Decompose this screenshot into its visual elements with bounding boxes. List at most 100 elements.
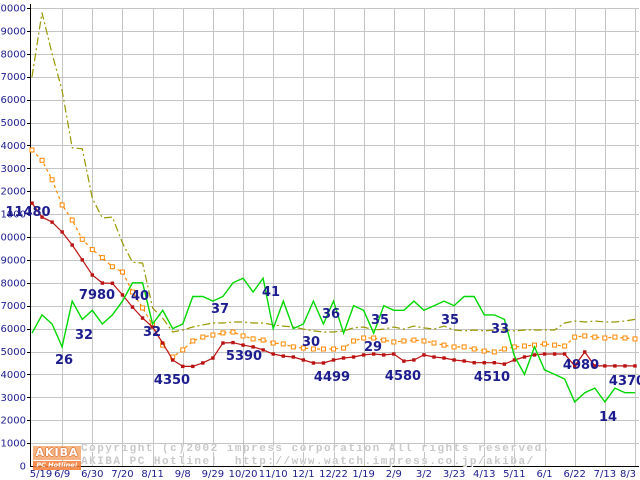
marker bbox=[381, 337, 387, 343]
marker bbox=[572, 334, 578, 340]
marker bbox=[351, 355, 356, 359]
chart-axes bbox=[27, 4, 639, 467]
x-axis-label: 1/19 bbox=[352, 469, 374, 480]
data-label-shop_count: 32 bbox=[143, 325, 161, 340]
marker bbox=[39, 157, 45, 163]
data-label-lowest_price: 5390 bbox=[226, 349, 262, 364]
x-axis-label: 4/13 bbox=[473, 469, 495, 480]
marker bbox=[501, 346, 507, 352]
marker bbox=[491, 349, 497, 355]
marker bbox=[492, 361, 496, 365]
marker bbox=[442, 356, 446, 360]
data-label-shop_count: 33 bbox=[491, 322, 509, 337]
marker bbox=[310, 346, 316, 352]
marker bbox=[60, 230, 64, 234]
marker bbox=[320, 346, 326, 352]
marker bbox=[603, 364, 607, 368]
marker bbox=[472, 361, 476, 365]
x-axis-label: 10/20 bbox=[229, 469, 258, 480]
marker bbox=[251, 345, 255, 349]
marker bbox=[99, 255, 105, 261]
y-axis-labels: 0 1000 2000 3000 4000 5000 6000 7000 8000 9000 100… bbox=[0, 4, 26, 473]
marker bbox=[280, 341, 286, 347]
marker bbox=[171, 358, 175, 362]
marker bbox=[462, 359, 466, 363]
marker bbox=[271, 352, 275, 356]
marker bbox=[281, 354, 285, 358]
marker bbox=[230, 329, 236, 335]
marker bbox=[150, 325, 155, 329]
marker bbox=[180, 347, 186, 353]
marker bbox=[181, 364, 185, 369]
x-axis-label: 9/8 bbox=[175, 469, 191, 480]
marker bbox=[201, 361, 205, 365]
marker bbox=[361, 353, 366, 357]
marker bbox=[552, 342, 558, 348]
marker bbox=[622, 335, 628, 341]
y-axis-label: 20000 bbox=[0, 4, 26, 15]
y-axis-label: 2000 bbox=[1, 416, 26, 427]
marker bbox=[321, 361, 326, 365]
marker bbox=[69, 217, 75, 223]
marker bbox=[109, 264, 115, 270]
data-label-shop_count: 36 bbox=[322, 307, 340, 322]
data-label-lowest_price: 7980 bbox=[79, 288, 115, 303]
marker bbox=[521, 343, 527, 349]
x-axis-label: 6/30 bbox=[81, 469, 103, 480]
marker bbox=[632, 336, 638, 342]
y-axis-label: 17000 bbox=[0, 72, 26, 83]
marker bbox=[421, 338, 427, 344]
x-axis-label: 8/11 bbox=[141, 469, 163, 480]
marker bbox=[90, 273, 94, 277]
data-annotations: 1148079804350539044994580451049804370263… bbox=[5, 205, 640, 425]
marker bbox=[200, 334, 206, 340]
marker bbox=[29, 147, 35, 153]
data-label-shop_count: 35 bbox=[441, 313, 459, 328]
marker bbox=[471, 346, 477, 352]
copyright-line2: AKIBA PC Hotline! http://www.watch.impre… bbox=[81, 456, 535, 468]
x-axis-label: 11/10 bbox=[259, 469, 288, 480]
marker bbox=[220, 330, 226, 336]
marker bbox=[80, 258, 84, 262]
marker bbox=[371, 335, 377, 341]
y-axis-label: 0 bbox=[20, 462, 26, 473]
data-label-shop_count: 29 bbox=[364, 340, 382, 355]
marker bbox=[130, 289, 135, 295]
x-axis-label: 12/1 bbox=[292, 469, 314, 480]
marker bbox=[50, 220, 54, 224]
marker bbox=[59, 202, 65, 208]
marker bbox=[432, 355, 436, 359]
y-axis-label: 6000 bbox=[1, 324, 26, 335]
x-axis-label: 3/2 bbox=[416, 469, 432, 480]
marker bbox=[532, 353, 537, 357]
y-axis-label: 5000 bbox=[1, 347, 26, 358]
marker bbox=[241, 343, 245, 347]
marker bbox=[261, 348, 265, 352]
y-axis-label: 15000 bbox=[0, 118, 26, 129]
x-axis-label: 5/19 bbox=[30, 469, 52, 480]
marker bbox=[391, 339, 397, 345]
y-axis-label: 12000 bbox=[0, 187, 26, 198]
marker bbox=[542, 341, 548, 347]
marker bbox=[311, 361, 316, 365]
y-axis-label: 16000 bbox=[0, 95, 26, 106]
marker bbox=[341, 356, 346, 360]
marker bbox=[240, 333, 246, 339]
chart-grid bbox=[31, 8, 639, 466]
marker bbox=[593, 364, 597, 368]
marker bbox=[210, 332, 216, 338]
marker bbox=[522, 355, 527, 359]
marker bbox=[592, 334, 598, 340]
marker bbox=[331, 346, 336, 352]
data-label-lowest_price: 4499 bbox=[314, 370, 350, 385]
marker bbox=[191, 364, 195, 369]
series-shop_count-line bbox=[31, 276, 635, 404]
marker bbox=[582, 333, 588, 339]
marker bbox=[351, 338, 357, 344]
data-label-shop_count: 41 bbox=[262, 285, 280, 300]
marker bbox=[49, 177, 55, 183]
x-axis-labels: 5/19 6/9 6/30 7/20 8/11 9/8 9/29 10/20 11/10 12/1… bbox=[30, 469, 636, 480]
marker bbox=[30, 201, 34, 205]
marker bbox=[130, 305, 135, 309]
